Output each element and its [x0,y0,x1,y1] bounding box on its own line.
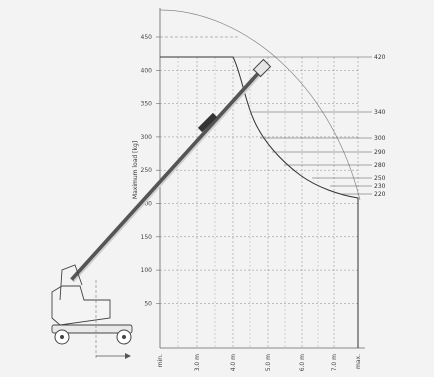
y-ticks: 450 400 350 300 250 200 150 100 50 [141,34,160,307]
front-wheel-hub [122,335,126,339]
y-axis-label: Maximum load [kg] [132,141,139,199]
y-tick-label: 350 [141,101,153,108]
lift-chassis [51,285,111,326]
x-ticks: min. 3.0 m 4.0 m 5.0 m 6.0 m 7.0 m max. [157,354,362,371]
lift-base [51,324,133,334]
y-tick-label: 300 [141,134,153,141]
load-value-label: 420 [374,54,386,61]
y-tick-label: 100 [141,267,153,274]
x-tick-label: 7.0 m [331,354,338,371]
boom-arm-detail [197,112,218,133]
x-tick-label: 6.0 m [299,354,306,371]
y-tick-label: 150 [141,234,153,241]
y-tick-label: 250 [141,167,153,174]
grid-layer [160,57,359,348]
x-tick-label: 5.0 m [265,354,272,371]
work-platform [252,58,272,78]
boom-arm-inner [73,70,265,282]
load-limit-curve [160,56,359,348]
load-value-label: 230 [374,183,386,190]
load-value-label: 280 [374,162,386,169]
rear-wheel-hub [60,335,64,339]
load-value-label: 340 [374,109,386,116]
y-tick-label: 50 [144,300,152,307]
reach-envelope-arc [159,9,361,201]
y-tick-label: 450 [141,34,153,41]
x-tick-label: min. [157,354,164,367]
load-value-label: 250 [374,175,386,182]
reach-arrow-head [125,353,131,359]
load-value-label: 220 [374,191,386,198]
boom-lift-illustration [51,58,272,360]
load-value-label: 290 [374,149,386,156]
x-tick-label: 4.0 m [230,354,237,371]
load-label-leaders [233,56,372,195]
x-tick-label: max. [355,354,362,369]
load-value-label: 300 [374,135,386,142]
boom-arm-outer [70,68,264,282]
x-tick-label: 3.0 m [194,354,201,371]
y-tick-label: 400 [141,67,153,74]
y-tick-label: 200 [141,201,153,208]
lift-arm-lower [59,264,83,301]
